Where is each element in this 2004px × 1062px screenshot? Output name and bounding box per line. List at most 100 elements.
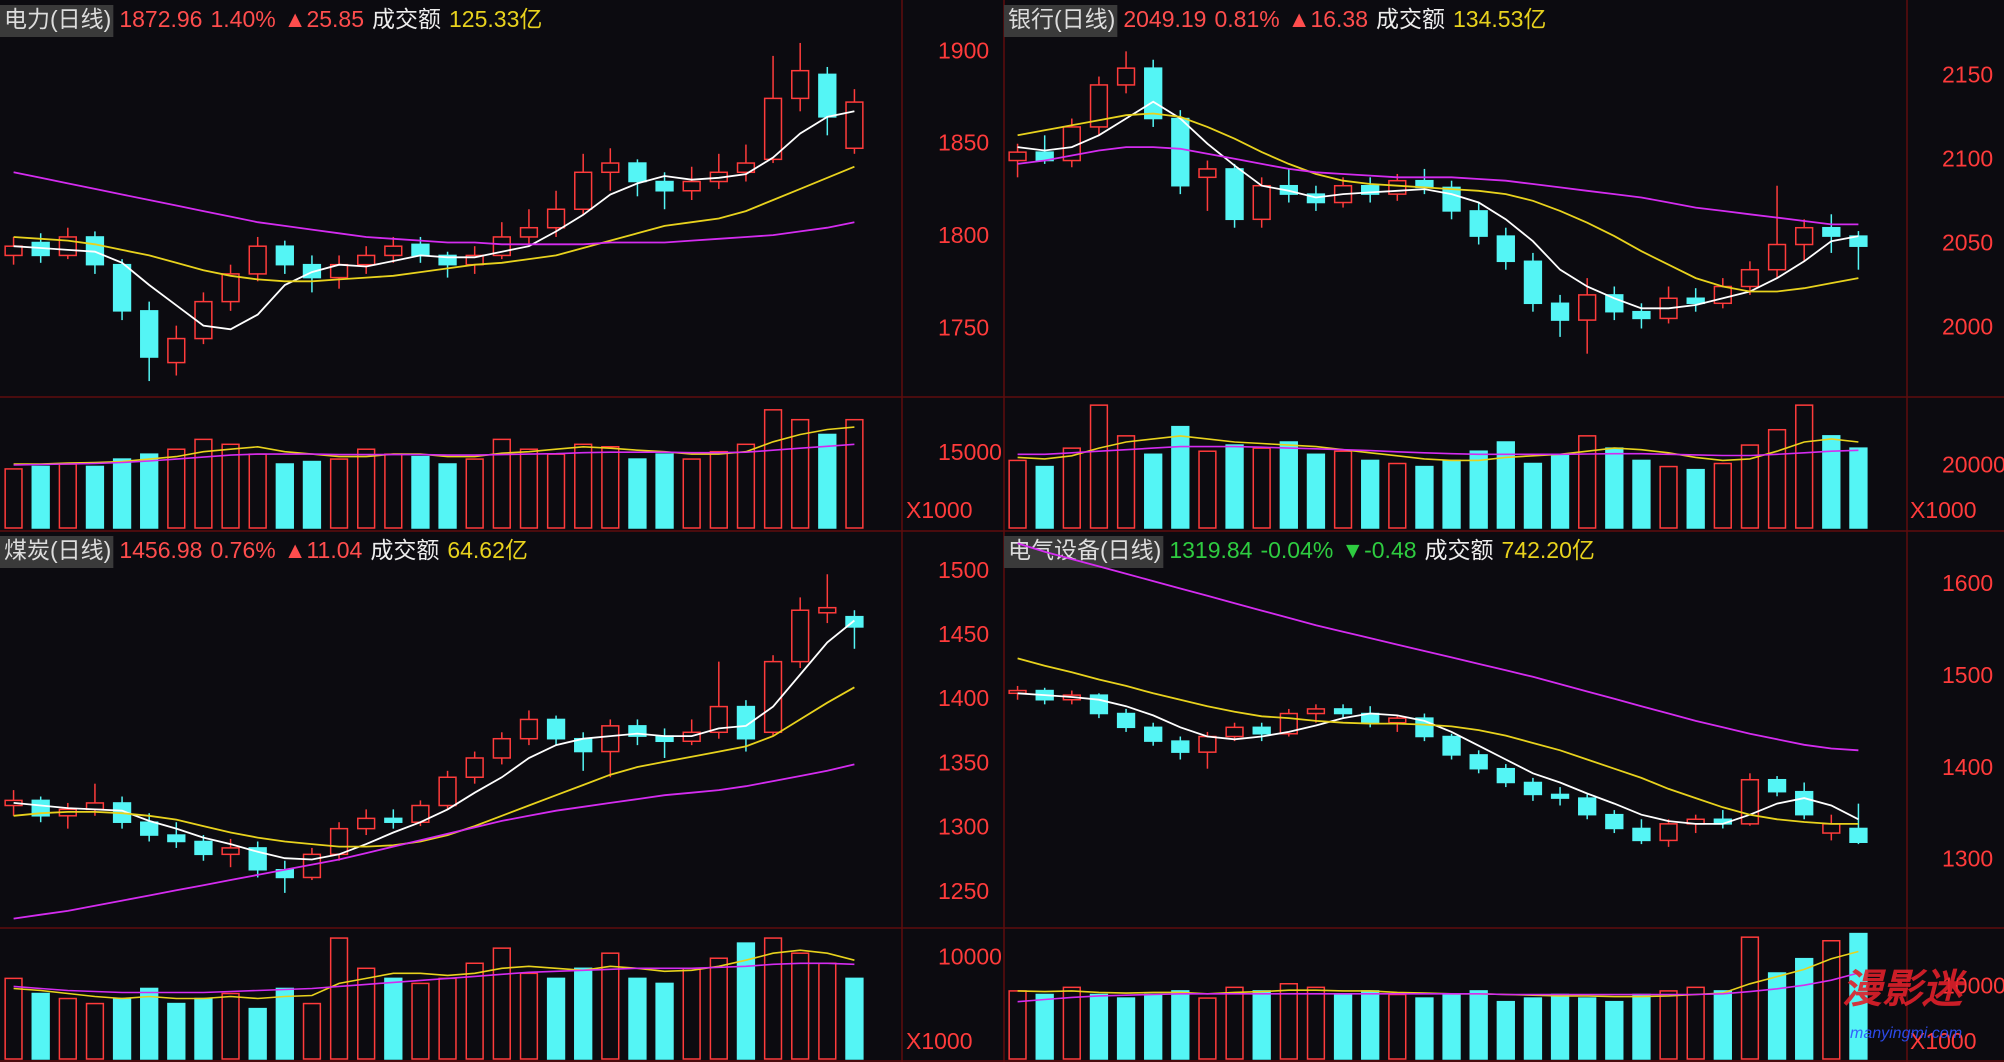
volume-bar	[1632, 459, 1651, 529]
candle-body	[1116, 67, 1136, 86]
candle-body	[438, 254, 457, 266]
ma-line	[13, 110, 855, 331]
volume-bar	[1035, 465, 1054, 529]
header-change: ▼-0.48	[1341, 537, 1416, 563]
volume-bar	[574, 967, 593, 1060]
volume-bar	[1171, 425, 1190, 529]
candle-body	[140, 310, 159, 358]
ma-line	[13, 165, 855, 283]
volume-ma-line	[1017, 445, 1859, 457]
volume-bar	[1252, 447, 1271, 529]
candle-body	[329, 827, 349, 856]
candle-body	[1089, 694, 1109, 715]
header-change: ▲25.85	[284, 6, 364, 32]
candle-body	[1225, 726, 1244, 738]
candle-body	[1822, 226, 1841, 237]
volume-bar	[1333, 450, 1353, 529]
y-tick-label: 1850	[938, 130, 989, 156]
volume-bar	[736, 942, 756, 1060]
volume-bar	[655, 982, 674, 1060]
volume-bar	[1388, 993, 1407, 1060]
volume-bar	[1415, 465, 1434, 529]
candle-body	[763, 97, 783, 161]
volume-bar	[411, 455, 430, 529]
volume-bar	[1496, 441, 1515, 529]
volume-bar	[1062, 986, 1081, 1060]
header-change-pct: 0.76%	[210, 537, 275, 563]
volume-bar	[1008, 990, 1027, 1060]
volume-bar	[1198, 450, 1217, 529]
candle-body	[167, 337, 186, 364]
volume-bar	[763, 937, 783, 1060]
volume-bar	[574, 443, 593, 529]
candle-body	[655, 180, 674, 192]
candle-body	[492, 737, 511, 759]
panel: 银行(日线) 2049.19 0.81% ▲16.38 成交额 134.53亿 2000 20…	[1004, 5, 2004, 529]
header-change-pct: 0.81%	[1214, 6, 1279, 32]
volume-bar	[601, 446, 620, 529]
volume-bar	[438, 463, 457, 529]
candle-body	[1388, 717, 1407, 724]
candle-body	[546, 208, 566, 229]
panel-title: 煤炭(日线)	[4, 537, 111, 563]
volume-bar	[1550, 453, 1570, 529]
volume-bar	[546, 977, 566, 1060]
y-tick-label: 1500	[938, 557, 989, 583]
candle-body	[791, 609, 810, 663]
volume-bar	[167, 1002, 186, 1060]
volume-bar	[465, 962, 484, 1060]
candle-body	[1008, 689, 1027, 695]
ma-line	[13, 171, 855, 246]
candle-body	[1767, 778, 1787, 793]
volume-bar	[140, 987, 159, 1060]
volume-bar	[1116, 997, 1136, 1060]
volume-bar	[682, 967, 701, 1060]
volume-bar	[1632, 993, 1651, 1060]
volume-bar	[357, 448, 376, 529]
volume-bar	[1225, 986, 1244, 1060]
y-tick-label: 2100	[1942, 146, 1993, 172]
candle-body	[1144, 67, 1163, 120]
volume-bar	[1035, 993, 1054, 1060]
y-tick-label: 1400	[1942, 754, 1993, 780]
candle-body	[574, 171, 593, 210]
volume-ma-line	[1017, 972, 1859, 1003]
candle-body	[818, 606, 837, 614]
candle-body	[411, 243, 430, 257]
volume-bar	[4, 468, 23, 529]
volume-tick-label: 10000	[1942, 972, 2004, 998]
volume-bar	[1089, 993, 1109, 1060]
candle-body	[1550, 793, 1570, 799]
candle-body	[1198, 735, 1217, 753]
ma-line	[13, 686, 855, 848]
y-tick-label: 1800	[938, 222, 989, 248]
candle-body	[438, 776, 457, 807]
candle-body	[1740, 268, 1760, 288]
candle-body	[167, 834, 186, 843]
candle-body	[736, 162, 756, 174]
y-tick-label: 2150	[1942, 62, 1993, 88]
candle-body	[1523, 781, 1543, 796]
candle-body	[1822, 823, 1841, 834]
candle-body	[1605, 813, 1624, 830]
panel: 电气设备(日线) 1319.84 -0.04% ▼-0.48 成交额 742.20亿 130…	[1004, 536, 2004, 1060]
candle-body	[357, 254, 376, 266]
header-last: 1872.96	[119, 6, 202, 32]
candle-body	[1496, 767, 1515, 784]
ma-line	[1017, 657, 1859, 825]
candle-body	[1306, 708, 1326, 715]
volume-bar	[194, 997, 213, 1060]
candle-body	[112, 263, 132, 312]
volume-bar	[1496, 1000, 1515, 1060]
volume-bar	[1089, 404, 1109, 529]
candle-body	[1171, 117, 1190, 187]
volume-bar	[1279, 983, 1298, 1060]
candle-body	[357, 817, 376, 830]
volume-bar	[1686, 986, 1705, 1060]
volume-bar	[1388, 462, 1407, 529]
volume-bar	[818, 962, 837, 1060]
y-tick-label: 1500	[1942, 662, 1993, 688]
y-tick-label: 1450	[938, 621, 989, 647]
header-turnover: 125.33亿	[449, 6, 542, 32]
